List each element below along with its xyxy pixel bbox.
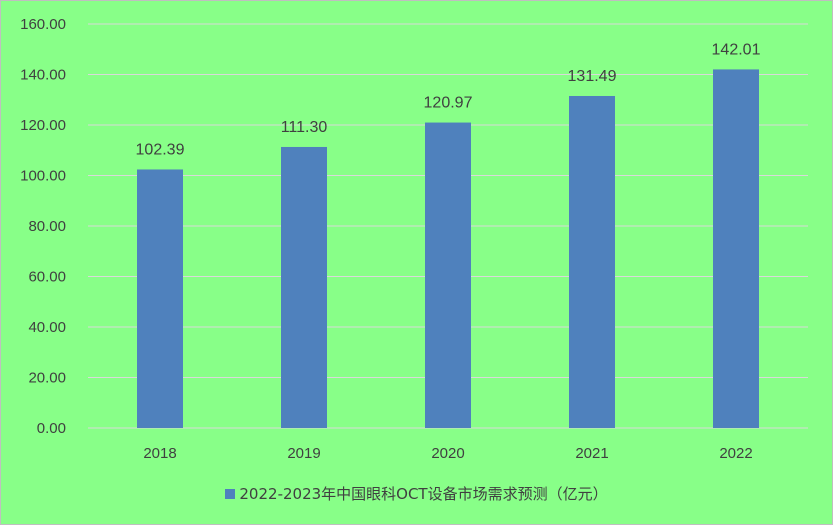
data-label: 120.97 xyxy=(424,95,473,112)
x-tick-label: 2021 xyxy=(575,445,608,462)
bar xyxy=(569,95,615,429)
y-tick-label: 100.00 xyxy=(20,168,66,185)
bar xyxy=(713,69,759,429)
bar xyxy=(137,169,183,428)
y-tick-label: 140.00 xyxy=(20,67,66,84)
y-tick-label: 40.00 xyxy=(28,319,66,336)
legend-label: 2022-2023年中国眼科OCT设备市场需求预测（亿元） xyxy=(239,485,608,503)
x-tick-label: 2019 xyxy=(287,445,320,462)
x-tick-label: 2018 xyxy=(143,445,176,462)
bar xyxy=(281,146,327,428)
data-label: 102.39 xyxy=(136,141,185,158)
y-tick-label: 80.00 xyxy=(28,218,66,235)
y-tick-label: 20.00 xyxy=(28,370,66,387)
x-tick-label: 2022 xyxy=(719,445,752,462)
y-tick-label: 0.00 xyxy=(37,420,66,437)
x-tick-label: 2020 xyxy=(431,445,464,462)
bars xyxy=(137,69,759,429)
y-tick-label: 120.00 xyxy=(20,117,66,134)
data-labels: 102.39 111.30 120.97 131.49 142.01 xyxy=(136,41,761,158)
legend-swatch xyxy=(225,488,236,499)
x-axis: 2018 2019 2020 2021 2022 xyxy=(143,445,752,462)
legend: 2022-2023年中国眼科OCT设备市场需求预测（亿元） xyxy=(0,483,833,504)
y-tick-label: 60.00 xyxy=(28,269,66,286)
y-axis: 0.00 20.00 40.00 60.00 80.00 100.00 120.00 140.… xyxy=(20,16,66,437)
bar xyxy=(425,122,471,428)
data-label: 111.30 xyxy=(281,119,328,136)
data-label: 142.01 xyxy=(712,41,761,58)
data-label: 131.49 xyxy=(568,68,617,85)
y-tick-label: 160.00 xyxy=(20,16,66,33)
